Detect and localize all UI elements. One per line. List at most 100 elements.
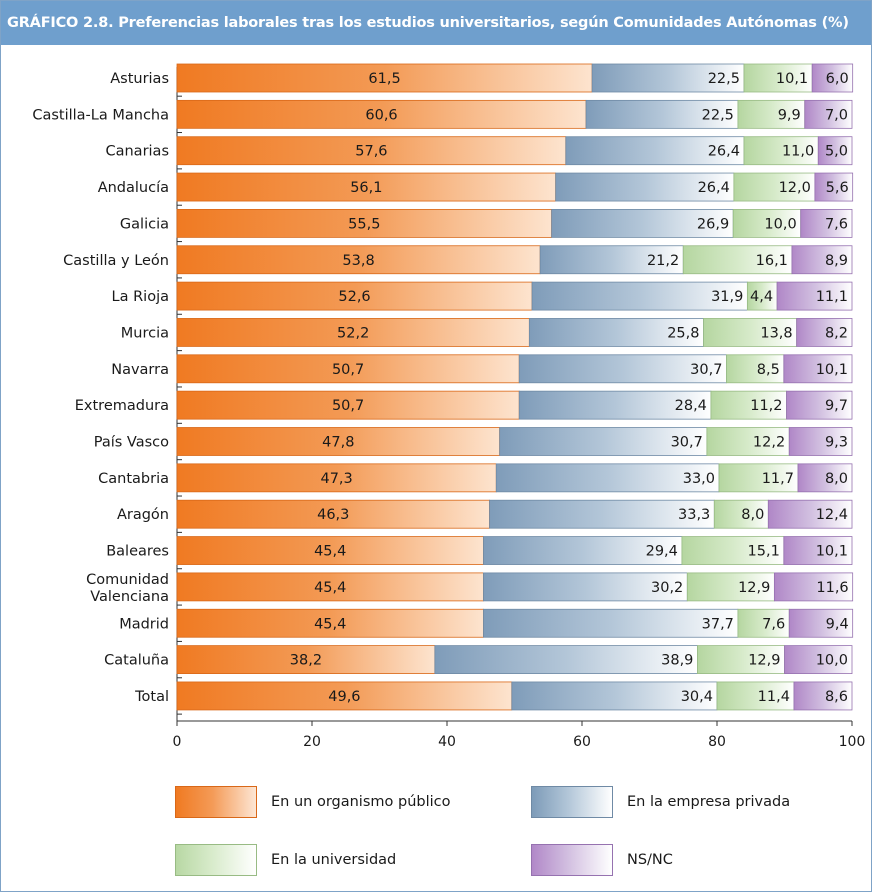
data-label: 9,9 <box>778 107 801 123</box>
x-tick-label: 20 <box>303 734 321 750</box>
data-label: 11,6 <box>816 580 848 596</box>
bar-segment <box>793 681 853 711</box>
x-tick-label: 60 <box>573 734 591 750</box>
bar-segment <box>176 645 436 674</box>
bar-segment <box>176 354 520 384</box>
bar-segment <box>817 136 853 166</box>
bar-segment <box>796 318 853 347</box>
category-label: Navarra <box>111 362 169 378</box>
data-label: 26,9 <box>697 216 729 232</box>
data-label: 57,6 <box>355 144 387 160</box>
data-label: 49,6 <box>328 689 360 705</box>
data-label: 60,6 <box>365 107 397 123</box>
bar-chart: 0 20 40 60 80 100 Asturias 61,5 22,5 10,1 6,0 Casti… <box>32 63 866 750</box>
data-label: 45,4 <box>314 580 346 596</box>
data-label: 26,4 <box>698 180 730 196</box>
category-label: Castilla-La Mancha <box>32 107 169 123</box>
bar-segment <box>489 499 715 529</box>
x-tick-label: 0 <box>173 734 182 750</box>
bar-segment <box>710 390 787 420</box>
data-label: 8,5 <box>757 362 780 378</box>
bar-segment <box>681 536 785 565</box>
data-label: 12,4 <box>816 507 848 523</box>
data-label: 8,6 <box>825 689 848 705</box>
data-label: 9,7 <box>825 398 848 414</box>
data-label: 33,3 <box>678 507 710 523</box>
data-label: 10,0 <box>816 653 848 669</box>
data-label: 53,8 <box>342 253 374 269</box>
bar-segment <box>585 99 739 129</box>
data-label: 52,6 <box>338 289 370 305</box>
bar-segment <box>706 427 790 456</box>
bar-segment <box>743 63 813 93</box>
bar-segment <box>776 281 853 311</box>
data-label: 31,9 <box>711 289 743 305</box>
x-tick-label: 80 <box>708 734 726 750</box>
data-label: 45,4 <box>314 616 346 632</box>
x-tick-label: 100 <box>839 734 866 750</box>
data-label: 33,0 <box>683 471 715 487</box>
data-label: 10,1 <box>816 362 848 378</box>
bar-segment <box>176 681 513 711</box>
data-label: 50,7 <box>332 362 364 378</box>
data-label: 11,1 <box>816 289 848 305</box>
data-label: 10,1 <box>776 71 808 87</box>
bar-segment <box>682 245 793 275</box>
category-label: Galicia <box>120 216 169 232</box>
bar-segment <box>483 572 688 602</box>
data-label: 7,6 <box>762 616 785 632</box>
chart-title: GRÁFICO 2.8. Preferencias laborales tras… <box>1 1 871 45</box>
bar-segment <box>176 536 484 565</box>
bar-segment <box>176 608 484 638</box>
data-label: 11,2 <box>750 398 782 414</box>
data-label: 46,3 <box>317 507 349 523</box>
data-label: 8,9 <box>825 253 848 269</box>
bar-segment <box>791 245 853 275</box>
category-label: Madrid <box>119 616 169 632</box>
data-label: 12,0 <box>779 180 811 196</box>
data-label: 15,1 <box>748 544 780 560</box>
data-label: 28,4 <box>675 398 707 414</box>
data-label: 12,9 <box>738 580 770 596</box>
category-label: Total <box>134 689 169 705</box>
data-label: 8,0 <box>741 507 764 523</box>
data-label: 11,7 <box>762 471 794 487</box>
bar-segment <box>176 172 557 202</box>
bar-segment <box>786 390 853 420</box>
bar-segment <box>511 681 718 711</box>
data-label: 37,7 <box>702 616 734 632</box>
bar-segment <box>732 208 802 238</box>
data-label: 56,1 <box>350 180 382 196</box>
bar-segment <box>773 572 854 602</box>
bar-segment <box>716 681 795 711</box>
data-label: 52,2 <box>337 325 369 341</box>
data-label: 25,8 <box>667 325 699 341</box>
bar-segment <box>767 499 853 529</box>
data-label: 50,7 <box>332 398 364 414</box>
bar-segment <box>434 645 698 674</box>
category-label: País Vasco <box>94 435 169 451</box>
data-label: 21,2 <box>647 253 679 269</box>
data-label: 45,4 <box>314 544 346 560</box>
data-label: 30,4 <box>681 689 713 705</box>
category-label: Murcia <box>121 325 169 341</box>
bar-segment <box>800 208 853 238</box>
bar-segment <box>733 172 816 202</box>
category-label: Cataluña <box>104 653 169 669</box>
bar-segment <box>737 99 806 129</box>
category-label: Asturias <box>110 71 169 87</box>
bar-segment <box>518 354 727 384</box>
data-label: 38,2 <box>290 653 322 669</box>
data-label: 29,4 <box>646 544 678 560</box>
bar-segment <box>555 172 735 202</box>
data-label: 30,2 <box>651 580 683 596</box>
category-label: La Rioja <box>112 289 169 305</box>
data-label: 13,8 <box>760 325 792 341</box>
category-label: Cantabria <box>98 471 169 487</box>
data-label: 7,0 <box>825 107 848 123</box>
bar-segment <box>176 427 501 456</box>
bar-segment <box>788 608 854 638</box>
bar-segment <box>703 318 798 347</box>
bar-segment <box>176 390 520 420</box>
bar-segment <box>788 427 853 456</box>
